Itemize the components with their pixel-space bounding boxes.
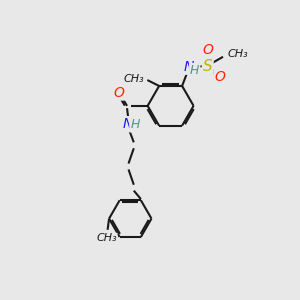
Text: O: O [202, 43, 213, 57]
Text: S: S [203, 59, 212, 74]
Text: O: O [214, 70, 226, 84]
Text: N: N [123, 117, 133, 131]
Text: N: N [184, 60, 194, 74]
Text: CH₃: CH₃ [227, 49, 248, 58]
Text: CH₃: CH₃ [123, 74, 144, 84]
Text: H: H [190, 64, 200, 77]
Text: O: O [113, 85, 124, 100]
Text: H: H [130, 118, 140, 131]
Text: CH₃: CH₃ [96, 233, 117, 243]
